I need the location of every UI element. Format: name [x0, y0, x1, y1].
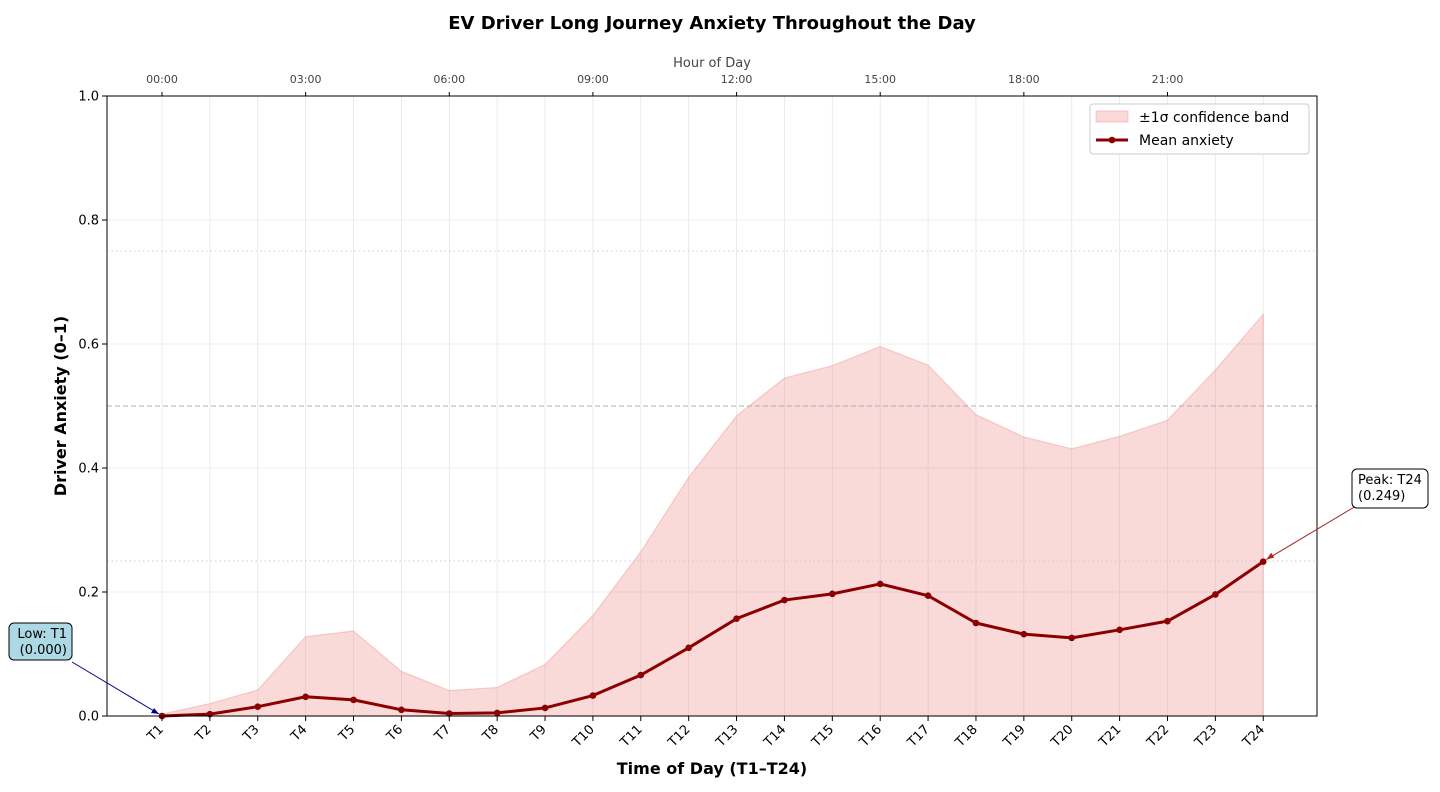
x-tick-label: T7	[431, 722, 454, 745]
chart-title: EV Driver Long Journey Anxiety Throughou…	[448, 13, 976, 34]
annotation-arrowhead-low	[151, 708, 159, 714]
data-point	[733, 615, 740, 622]
annotation-value-low: (0.000)	[20, 643, 67, 658]
top-tick-label: 06:00	[433, 73, 465, 86]
y-tick-label: 0.8	[78, 214, 99, 229]
top-tick-label: 09:00	[577, 73, 609, 86]
x-axis-label: Time of Day (T1–T24)	[617, 759, 807, 778]
data-point	[1068, 634, 1076, 642]
legend-swatch-band	[1095, 110, 1129, 123]
annotation-low: Low: T1(0.000)	[8, 622, 160, 715]
data-point	[1116, 626, 1123, 634]
legend-label-mean: Mean anxiety	[1139, 133, 1234, 149]
annotation-text-low: Low: T1	[17, 627, 67, 642]
data-point	[445, 710, 453, 717]
data-point	[302, 693, 309, 701]
x-tick-label: T11	[617, 722, 646, 751]
x-tick-label: T4	[288, 722, 311, 745]
data-point	[254, 703, 262, 710]
x-tick-label: T14	[761, 722, 790, 751]
data-point	[398, 706, 405, 714]
y-tick-label: 0.4	[78, 462, 99, 477]
x-tick-label: T17	[904, 722, 933, 751]
x-tick-label: T13	[713, 722, 742, 751]
x-tick-label: T20	[1048, 722, 1077, 751]
legend-label-band: ±1σ confidence band	[1139, 110, 1289, 126]
y-tick-label: 0.2	[78, 586, 99, 601]
data-point	[1259, 558, 1267, 565]
x-tick-label: T21	[1096, 722, 1125, 751]
x-tick-label: T10	[569, 722, 598, 751]
x-tick-label: T23	[1192, 722, 1221, 751]
x-tick-label: T9	[527, 722, 550, 745]
x-tick-label: T5	[336, 722, 359, 745]
data-point	[829, 590, 836, 598]
data-point	[876, 580, 884, 588]
annotation-peak: Peak: T24(0.249)	[1265, 468, 1429, 561]
top-axis-label: Hour of Day	[673, 56, 751, 71]
annotation-arrowhead-peak	[1266, 552, 1275, 560]
x-tick-label: T15	[809, 722, 838, 751]
top-tick-label: 00:00	[146, 73, 178, 86]
data-point	[541, 704, 549, 712]
x-tick-label: T6	[383, 722, 406, 745]
annotation-arrow-peak	[1265, 505, 1357, 561]
data-point	[1020, 630, 1028, 638]
annotation-box-low	[8, 622, 73, 661]
x-tick-label: T3	[240, 722, 263, 745]
annotation-box-peak	[1351, 468, 1429, 509]
x-tick-label: T18	[952, 722, 981, 751]
plot-area: 0.0 0.2 0.4 0.6 0.8 1.0 T1 T2 T3 T4 T5 T6 T7 T8 T9 T10 T…	[8, 73, 1429, 751]
data-point	[972, 619, 980, 627]
x-tick-label: T1	[144, 722, 167, 745]
data-point	[781, 596, 788, 604]
data-point	[350, 696, 357, 704]
grid-lines	[107, 95, 1317, 717]
annotation-text-peak: Peak: T24	[1358, 473, 1422, 488]
x-tick-label: T16	[856, 722, 885, 751]
y-tick-label: 0.6	[78, 338, 99, 353]
x-tick-label: T12	[665, 722, 694, 751]
x-tick-label: T19	[1000, 722, 1029, 751]
legend-box	[1089, 103, 1310, 155]
top-tick-label: 12:00	[721, 73, 753, 86]
x-tick-label: T2	[192, 722, 215, 745]
data-point	[1212, 591, 1219, 598]
mean-anxiety-line	[161, 560, 1265, 718]
top-tick-label: 03:00	[290, 73, 322, 86]
data-point	[637, 671, 645, 679]
y-axis-label: Driver Anxiety (0–1)	[51, 316, 70, 496]
x-tick-label: T8	[479, 722, 502, 745]
data-point	[924, 592, 932, 600]
top-tick-label: 21:00	[1152, 73, 1184, 86]
x-tick-label: T24	[1239, 722, 1268, 751]
data-point	[685, 644, 692, 652]
y-tick-label: 1.0	[78, 90, 99, 105]
legend-swatch-marker	[1108, 136, 1116, 144]
data-point	[1164, 617, 1171, 625]
annotation-arrow-low	[71, 661, 160, 715]
plot-frame	[106, 95, 1318, 717]
data-point	[493, 709, 501, 717]
annotation-value-peak: (0.249)	[1358, 489, 1405, 504]
x-tick-label: T22	[1144, 722, 1173, 751]
top-tick-label: 15:00	[864, 73, 896, 86]
legend: ±1σ confidence band Mean anxiety	[1089, 103, 1310, 155]
top-tick-label: 18:00	[1008, 73, 1040, 86]
data-point	[589, 692, 597, 699]
y-tick-label: 0.0	[78, 710, 99, 725]
